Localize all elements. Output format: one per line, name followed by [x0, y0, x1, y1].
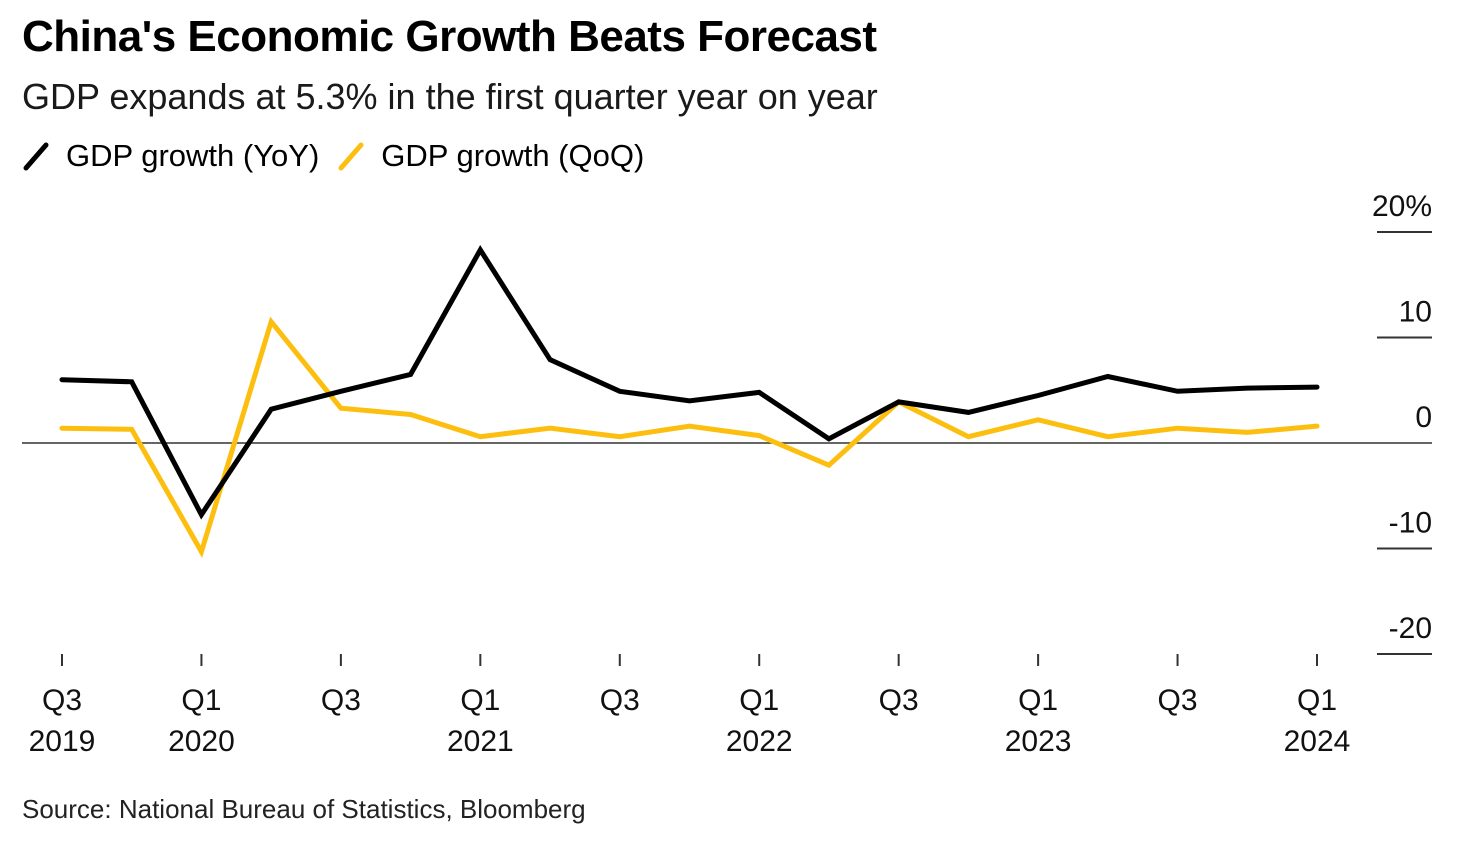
legend: GDP growth (YoY) GDP growth (QoQ)	[22, 138, 662, 174]
y-tick-label: -20	[1389, 612, 1432, 645]
x-tick-year-label: 2023	[1005, 725, 1072, 758]
source-note: Source: National Bureau of Statistics, B…	[22, 794, 586, 824]
legend-item-qoq: GDP growth (QoQ)	[337, 138, 644, 174]
series-group	[59, 245, 1320, 558]
x-tick-label: Q1	[1018, 684, 1058, 717]
legend-swatch-yoy-icon	[23, 142, 49, 171]
legend-swatch-qoq-icon	[338, 142, 364, 171]
legend-label-yoy: GDP growth (YoY)	[66, 138, 320, 173]
x-tick-label: Q3	[1158, 684, 1198, 717]
y-tick-label: 0	[1415, 401, 1432, 434]
x-tick-label: Q1	[739, 684, 779, 717]
y-tick-label: 10	[1399, 296, 1432, 329]
x-tick-year-label: 2021	[447, 725, 514, 758]
series-line-qoq	[59, 316, 1320, 558]
y-tick-label: -10	[1389, 507, 1432, 540]
x-tick-label: Q1	[460, 684, 500, 717]
x-tick-label: Q1	[1297, 684, 1337, 717]
x-tick-year-label: 2020	[168, 725, 235, 758]
x-tick-label: Q3	[879, 684, 919, 717]
x-tick-label: Q3	[42, 684, 82, 717]
legend-label-qoq: GDP growth (QoQ)	[381, 138, 645, 173]
x-tick-year-label: 2022	[726, 725, 793, 758]
chart-subtitle: GDP expands at 5.3% in the first quarter…	[22, 76, 878, 117]
x-tick-year-label: 2019	[29, 725, 96, 758]
x-axis: Q3 2019 Q1 2020 Q3 Q1 2021 Q3 Q1 2022 Q3 Q1 2023 Q3 Q1…	[29, 654, 1351, 758]
x-tick-label: Q3	[600, 684, 640, 717]
legend-item-yoy: GDP growth (YoY)	[22, 138, 319, 174]
x-tick-label: Q1	[181, 684, 221, 717]
x-tick-year-label: 2024	[1284, 725, 1351, 758]
chart-title: China's Economic Growth Beats Forecast	[22, 12, 877, 61]
y-axis: 20% 10 0 -10 -20	[1372, 190, 1432, 655]
y-tick-label: 20%	[1372, 190, 1432, 223]
x-tick-label: Q3	[321, 684, 361, 717]
